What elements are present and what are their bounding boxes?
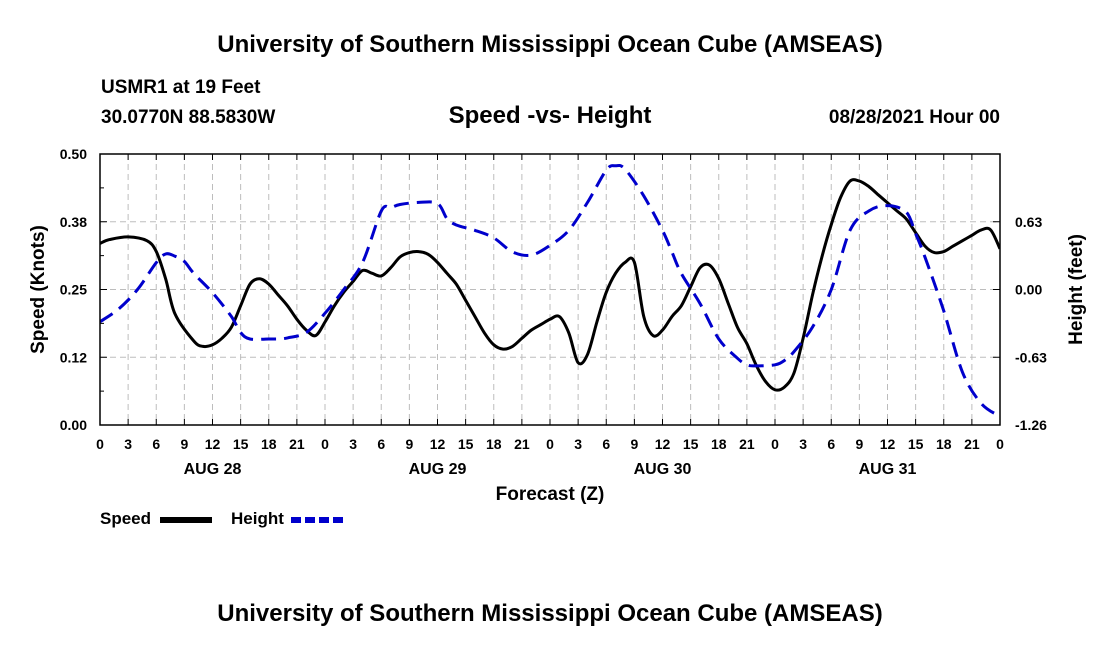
x-tick-label: 21 (964, 436, 980, 452)
x-tick-label: 15 (458, 436, 474, 452)
x-tick-label: 0 (996, 436, 1004, 452)
x-tick-label: 21 (289, 436, 305, 452)
chart-title-bottom: University of Southern Mississippi Ocean… (217, 600, 883, 627)
day-label: AUG 31 (859, 461, 917, 478)
x-tick-label: 9 (180, 436, 188, 452)
x-tick-label: 12 (655, 436, 671, 452)
x-tick-label: 21 (514, 436, 530, 452)
x-tick-label: 18 (711, 436, 727, 452)
x-tick-label: 6 (602, 436, 610, 452)
x-tick-label: 15 (908, 436, 924, 452)
x-tick-label: 18 (486, 436, 502, 452)
y-left-tick-label: 0.12 (60, 349, 87, 365)
x-tick-label: 3 (124, 436, 132, 452)
x-tick-label: 18 (261, 436, 277, 452)
x-tick-label: 9 (405, 436, 413, 452)
y-right-tick-label: -0.63 (1015, 349, 1047, 365)
x-tick-label: 0 (321, 436, 329, 452)
x-tick-label: 6 (152, 436, 160, 452)
y-axis-label-right: Height (feet) (1066, 234, 1087, 345)
y-right-tick-label: 0.63 (1015, 214, 1042, 230)
x-tick-label: 3 (799, 436, 807, 452)
x-tick-label: 9 (630, 436, 638, 452)
chart-title-top: University of Southern Mississippi Ocean… (217, 31, 883, 58)
y-left-tick-label: 0.38 (60, 214, 87, 230)
day-label: AUG 30 (634, 461, 692, 478)
plot-title: Speed -vs- Height (448, 102, 652, 129)
x-tick-label: 12 (880, 436, 896, 452)
y-axis-label-left: Speed (Knots) (28, 225, 49, 354)
y-left-tick-label: 0.50 (60, 146, 87, 162)
x-tick-label: 6 (827, 436, 835, 452)
legend-height-label: Height (231, 509, 284, 528)
series-line-height (100, 163, 1000, 418)
x-tick-label: 15 (233, 436, 249, 452)
x-tick-label: 6 (377, 436, 385, 452)
x-tick-label: 15 (683, 436, 699, 452)
y-left-tick-label: 0.25 (60, 282, 87, 298)
series-line-speed (100, 178, 1000, 392)
x-tick-label: 0 (771, 436, 779, 452)
forecast-datetime: 08/28/2021 Hour 00 (828, 107, 1000, 128)
x-tick-label: 12 (430, 436, 446, 452)
plot-frame (99, 153, 1001, 426)
station-label: USMR1 at 19 Feet (101, 77, 261, 98)
x-tick-label: 3 (574, 436, 582, 452)
y-left-tick-label: 0.00 (60, 417, 87, 433)
legend-speed-label: Speed (100, 509, 152, 528)
x-tick-label: 3 (349, 436, 357, 452)
x-tick-label: 18 (936, 436, 952, 452)
coordinates-label: 30.0770N 88.5830W (101, 107, 276, 128)
y-right-tick-label: 0.00 (1015, 282, 1042, 298)
x-tick-label: 12 (205, 436, 221, 452)
x-axis-label: Forecast (Z) (496, 484, 605, 505)
x-tick-label: 21 (739, 436, 755, 452)
x-tick-label: 0 (96, 436, 104, 452)
x-tick-label: 0 (546, 436, 554, 452)
x-tick-label: 9 (855, 436, 863, 452)
day-label: AUG 28 (184, 461, 242, 478)
y-right-tick-label: -1.26 (1015, 417, 1047, 433)
day-label: AUG 29 (409, 461, 467, 478)
